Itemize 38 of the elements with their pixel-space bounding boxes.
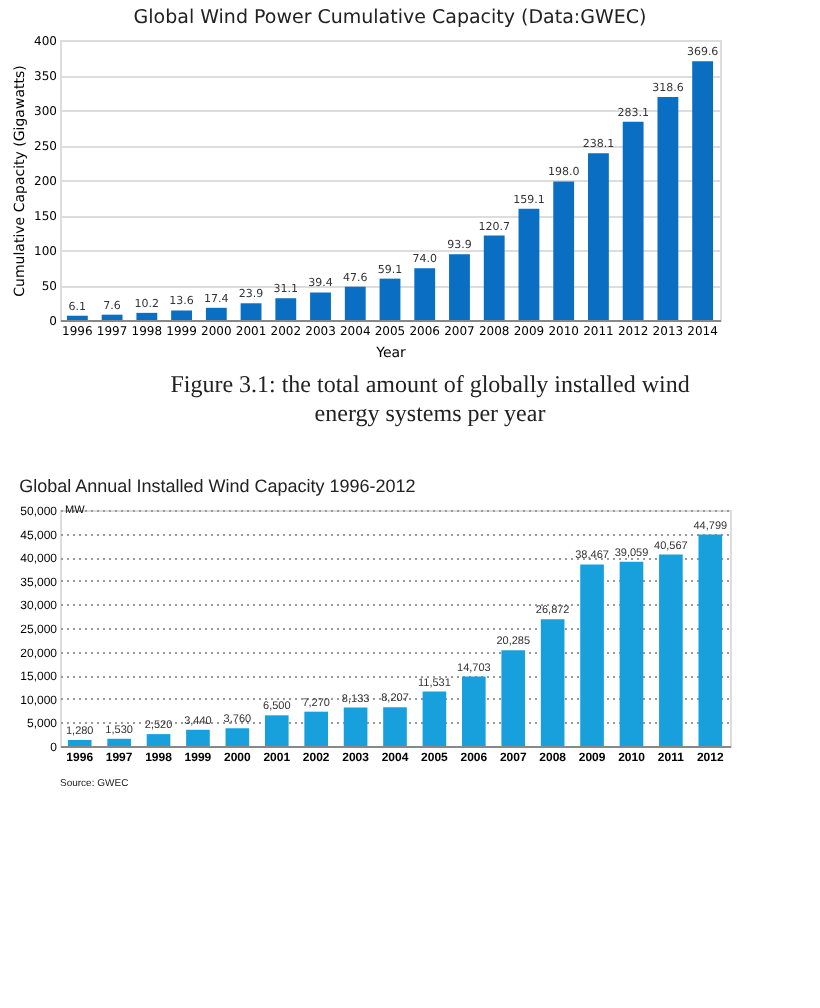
bar: [379, 278, 401, 320]
bar: [540, 619, 565, 746]
bar: [344, 286, 366, 320]
bar: [580, 564, 604, 746]
bar: [414, 268, 436, 320]
chart-title: Global Wind Power Cumulative Capacity (Data:GWEC): [133, 7, 647, 29]
bar: [205, 307, 227, 320]
bar: [225, 728, 250, 746]
bar: [501, 650, 526, 746]
bar: [449, 254, 470, 320]
bar: [553, 181, 575, 320]
bar: [107, 738, 131, 746]
bar: [518, 208, 540, 320]
chart-title: Global Annual Installed Wind Capacity 1996-2012: [19, 476, 416, 496]
bar: [659, 554, 683, 746]
bar: [483, 235, 505, 320]
bar: [657, 96, 679, 320]
bar: [343, 707, 368, 746]
bar: [304, 711, 328, 746]
bar: [310, 292, 331, 320]
bar: [67, 739, 92, 746]
bar: [275, 298, 297, 320]
bar: [422, 691, 447, 746]
bar: [692, 61, 714, 320]
bar: [462, 676, 486, 746]
bar: [101, 314, 123, 320]
caption: Figure 3.1: the total amount of globally installed wind energy systems per year: [170, 370, 690, 427]
bar: [622, 121, 644, 320]
bar: [619, 561, 644, 746]
bar: [264, 715, 289, 746]
bar: [588, 153, 609, 320]
bar: [136, 312, 158, 320]
bar: [186, 729, 210, 746]
bar: [383, 707, 407, 746]
bar: [698, 534, 723, 746]
bar: [171, 310, 192, 320]
bar: [240, 303, 262, 320]
bar: [146, 734, 171, 746]
